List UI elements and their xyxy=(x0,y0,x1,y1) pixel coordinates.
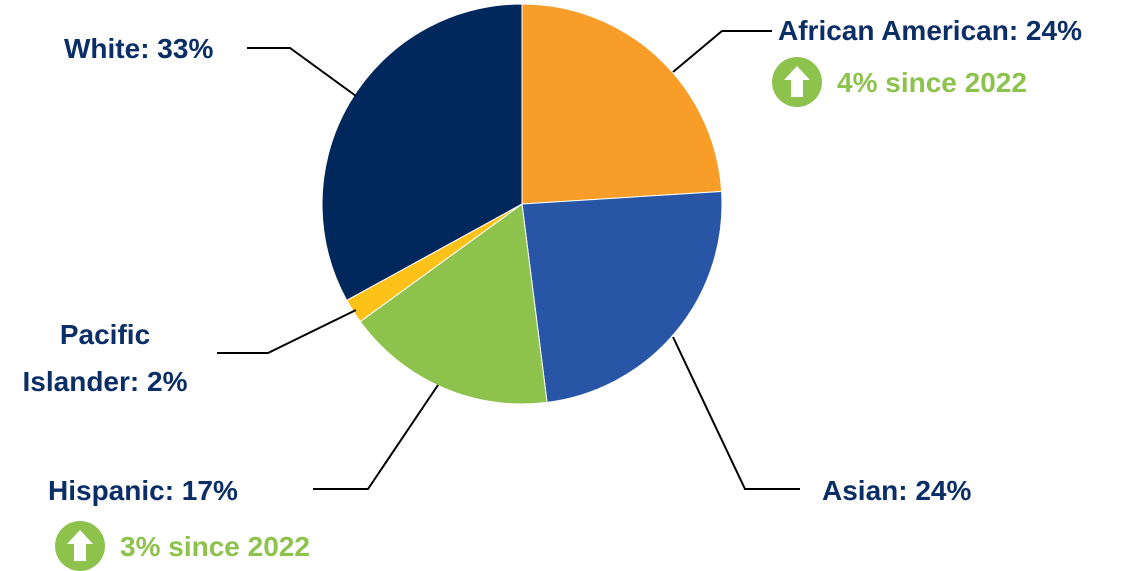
leader-lines xyxy=(217,30,800,490)
slice-label-pacific-islander-line-1: Pacific xyxy=(60,319,150,350)
change-indicator-african-american: 4% since 2022 xyxy=(772,57,1027,107)
up-arrow-circle-icon xyxy=(772,57,822,107)
leader-line-pacific-islander xyxy=(217,309,357,354)
slice-label-hispanic: Hispanic: 17% xyxy=(48,475,238,506)
change-text-african-american: 4% since 2022 xyxy=(837,67,1027,98)
pie-slice-hispanic xyxy=(359,203,548,405)
slice-label-white: White: 33% xyxy=(64,33,213,64)
pie-slice-asian xyxy=(521,190,723,403)
slice-label-pacific-islander-line-2: Islander: 2% xyxy=(23,366,188,397)
pie-slice-african-american xyxy=(521,3,723,205)
pie-slices xyxy=(321,3,723,405)
slice-label-african-american: African American: 24% xyxy=(778,15,1082,46)
leader-line-asian xyxy=(672,336,800,490)
change-text-hispanic: 3% since 2022 xyxy=(120,531,310,562)
slice-labels: African American: 24% 4% since 2022 Asian:… xyxy=(23,15,1082,571)
up-arrow-circle-icon xyxy=(55,521,105,571)
pie-slice-white xyxy=(321,3,523,302)
change-indicator-hispanic: 3% since 2022 xyxy=(55,521,310,571)
leader-line-hispanic xyxy=(313,384,439,490)
slice-label-asian: Asian: 24% xyxy=(822,475,971,506)
leader-line-white xyxy=(247,47,357,97)
leader-line-african-american xyxy=(672,30,772,73)
